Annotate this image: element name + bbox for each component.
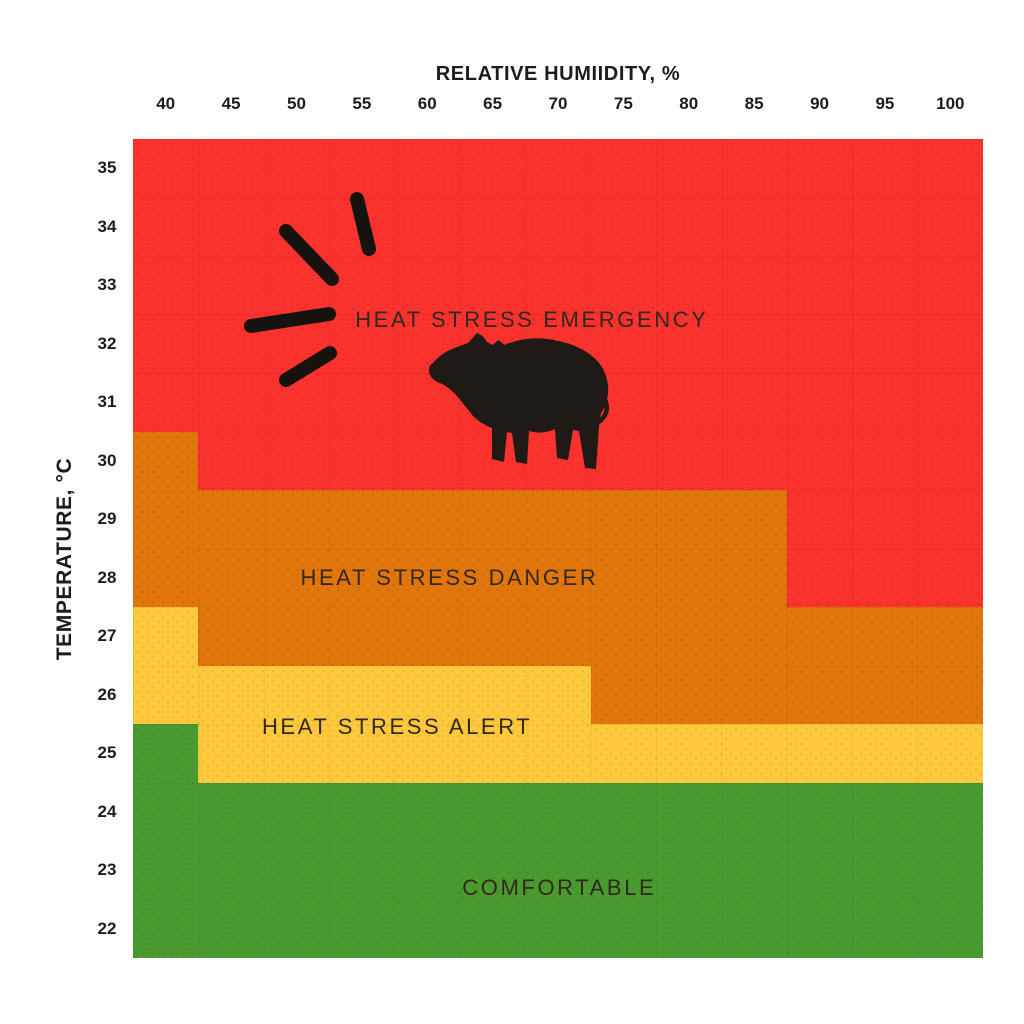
x-tick-label: 45 <box>221 94 241 113</box>
x-axis-title: RELATIVE HUMIIDITY, % <box>435 63 681 85</box>
y-tick-label: 28 <box>97 567 117 587</box>
zone-label-alert: HEAT STRESS ALERT <box>261 713 533 739</box>
y-tick-label: 35 <box>97 158 117 178</box>
zone-label-danger: HEAT STRESS DANGER <box>300 564 599 590</box>
x-tick-label: 75 <box>613 94 633 113</box>
x-tick-label: 85 <box>744 94 764 113</box>
x-tick-label: 95 <box>875 94 895 113</box>
zone-rect-danger <box>133 431 199 607</box>
y-tick-label: 23 <box>97 860 117 880</box>
x-tick-label: 70 <box>548 94 568 113</box>
zone-rect-comfortable <box>198 782 983 958</box>
y-tick-label: 30 <box>97 450 117 470</box>
y-tick-label: 31 <box>97 392 117 412</box>
plot-area: HEAT STRESS EMERGENCY HEAT STRESS DANGER… <box>133 139 983 958</box>
y-tick-label: 24 <box>97 801 117 821</box>
y-tick-label: 27 <box>97 626 117 646</box>
x-tick-label: 40 <box>156 94 176 113</box>
y-axis-title: TEMPERATURE, °C <box>53 457 76 661</box>
zone-rect-alert <box>133 607 199 724</box>
x-tick-label: 60 <box>417 94 437 113</box>
y-tick-label: 25 <box>97 743 117 763</box>
y-tick-label: 34 <box>97 216 117 236</box>
x-tick-label: 65 <box>483 94 503 113</box>
zone-label-emergency: HEAT STRESS EMERGENCY <box>355 307 709 333</box>
zone-rect-alert <box>198 665 591 783</box>
y-tick-label: 32 <box>97 333 117 353</box>
x-tick-label: 50 <box>286 94 306 113</box>
x-tick-label: 100 <box>936 94 965 113</box>
x-tick-label: 80 <box>679 94 699 113</box>
y-tick-label: 29 <box>97 509 117 529</box>
x-tick-label: 90 <box>810 94 829 113</box>
x-tick-label: 55 <box>352 94 372 113</box>
zone-rect-danger <box>786 607 983 724</box>
zone-rect-alert <box>590 724 983 783</box>
y-tick-label: 22 <box>97 918 117 938</box>
zone-label-comfortable: COMFORTABLE <box>462 874 657 900</box>
zone-rect-comfortable <box>133 724 199 958</box>
y-tick-label: 33 <box>97 275 117 295</box>
y-tick-label: 26 <box>97 684 117 704</box>
zone-rect-danger <box>590 490 787 724</box>
zone-rect-danger <box>198 490 591 666</box>
